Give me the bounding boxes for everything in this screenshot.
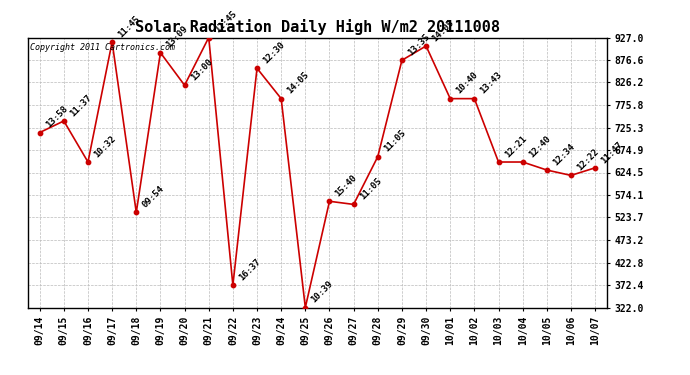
Point [493,159,504,165]
Point [251,65,262,71]
Point [444,96,455,102]
Text: 16:37: 16:37 [237,257,262,282]
Point [565,172,576,178]
Point [106,39,117,45]
Text: 12:45: 12:45 [213,9,238,35]
Text: 11:37: 11:37 [68,93,93,118]
Point [228,282,239,288]
Text: 12:40: 12:40 [527,134,552,159]
Text: 12:30: 12:30 [262,40,286,66]
Point [58,118,69,124]
Text: 14:05: 14:05 [431,18,455,43]
Text: 10:32: 10:32 [92,134,117,159]
Point [83,159,94,165]
Point [348,201,359,207]
Text: 14:05: 14:05 [286,70,310,96]
Point [276,96,287,102]
Point [179,82,190,88]
Point [203,34,214,40]
Text: 11:45: 11:45 [117,14,141,39]
Point [155,50,166,55]
Point [541,167,552,173]
Text: 12:21: 12:21 [503,134,528,159]
Title: Solar Radiation Daily High W/m2 20111008: Solar Radiation Daily High W/m2 20111008 [135,19,500,35]
Text: 15:40: 15:40 [334,173,359,198]
Text: 09:54: 09:54 [141,184,166,210]
Point [324,198,335,204]
Point [299,304,310,310]
Point [518,159,529,165]
Text: Copyright 2011 Cartronics.com: Copyright 2011 Cartronics.com [30,43,175,52]
Point [34,129,46,135]
Text: 12:22: 12:22 [575,147,600,172]
Point [130,210,142,216]
Text: 10:39: 10:39 [310,279,335,305]
Point [420,43,432,49]
Text: 11:47: 11:47 [600,140,624,165]
Text: 11:05: 11:05 [382,129,407,154]
Text: 13:58: 13:58 [44,104,69,130]
Text: 12:34: 12:34 [551,142,576,167]
Text: 13:00: 13:00 [189,57,214,82]
Text: 10:40: 10:40 [455,70,480,96]
Point [396,57,407,63]
Point [589,165,600,171]
Point [373,154,384,160]
Point [469,96,480,102]
Text: 13:35: 13:35 [406,32,431,57]
Text: 13:09: 13:09 [165,24,190,50]
Text: 11:05: 11:05 [358,176,383,202]
Text: 13:43: 13:43 [479,70,504,96]
